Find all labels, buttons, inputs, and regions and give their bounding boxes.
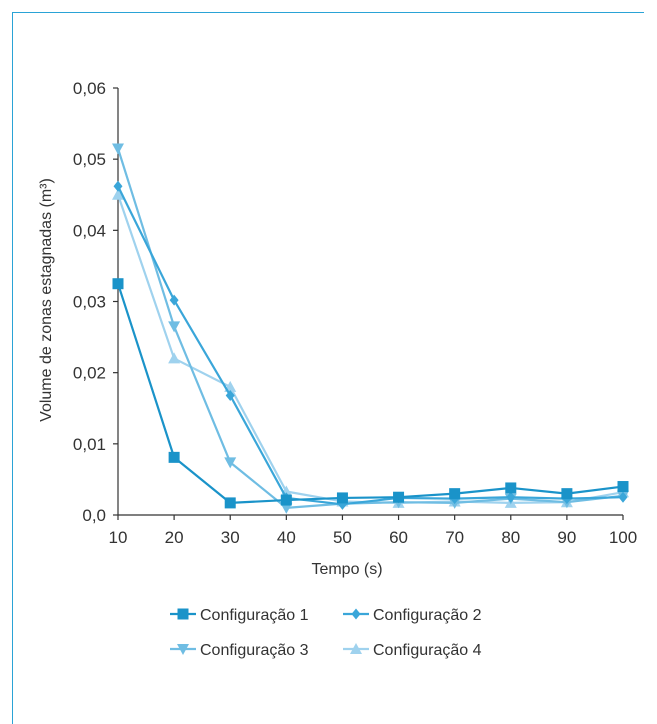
y-tick-label: 0,01: [73, 435, 106, 454]
legend-label: Configuração 4: [373, 642, 482, 659]
x-tick-label: 20: [165, 528, 184, 547]
data-point: [168, 451, 180, 463]
data-point: [112, 278, 124, 290]
data-point: [505, 482, 517, 494]
data-point: [225, 389, 235, 401]
data-point: [280, 502, 293, 514]
data-point: [506, 491, 516, 503]
series-line: [116, 283, 624, 505]
y-tick-label: 0,06: [73, 79, 106, 98]
y-axis-title: Volume de zonas estagnadas (m³): [38, 178, 55, 422]
legend-item: Configuração 4: [343, 642, 482, 659]
series-line: [116, 148, 624, 509]
data-point: [168, 321, 181, 333]
x-tick-label: 50: [333, 528, 352, 547]
chart-frame: [12, 12, 644, 724]
series-2: [113, 180, 628, 510]
y-tick-label: 0,05: [73, 150, 106, 169]
y-tick-label: 0,03: [73, 293, 106, 312]
data-point: [449, 488, 461, 500]
y-tick-label: 0,02: [73, 364, 106, 383]
x-tick-label: 90: [557, 528, 576, 547]
x-tick-label: 30: [221, 528, 240, 547]
legend-marker: [177, 644, 189, 655]
x-axis-title: Tempo (s): [311, 561, 382, 578]
data-point: [113, 180, 123, 192]
data-point: [224, 457, 237, 469]
data-point: [617, 481, 629, 493]
x-tick-label: 10: [109, 528, 128, 547]
legend-item: Configuração 3: [170, 642, 309, 659]
series-4: [112, 188, 629, 508]
data-point: [561, 488, 573, 500]
series-layer: [112, 143, 629, 514]
legend-label: Configuração 3: [200, 642, 309, 659]
series-line: [116, 194, 624, 505]
legend-item: Configuração 2: [343, 607, 482, 624]
series-1: [112, 278, 629, 509]
legend-marker: [350, 643, 362, 654]
legend: Configuração 1 Configuração 2 Configuração…: [170, 607, 482, 659]
data-point: [336, 492, 348, 504]
data-point: [112, 188, 124, 200]
x-tick-label: 100: [609, 528, 637, 547]
axes: 0,0 0,01 0,02 0,03 0,04 0,05 0,06 10 20 30 40 50 60 7…: [73, 79, 637, 547]
legend-item: Configuração 1: [170, 607, 309, 624]
series-3: [112, 143, 629, 514]
legend-marker: [177, 608, 189, 620]
data-point: [224, 497, 236, 509]
x-tick-label: 60: [389, 528, 408, 547]
x-tick-label: 80: [501, 528, 520, 547]
legend-marker: [351, 608, 361, 620]
data-point: [393, 491, 405, 503]
data-point: [280, 494, 292, 506]
data-point: [618, 491, 628, 503]
x-tick-label: 70: [445, 528, 464, 547]
legend-label: Configuração 1: [200, 607, 309, 624]
data-point: [112, 143, 124, 155]
series-line: [117, 185, 624, 506]
data-point: [169, 294, 179, 306]
x-tick-label: 40: [277, 528, 296, 547]
y-tick-label: 0,0: [82, 506, 106, 525]
legend-label: Configuração 2: [373, 607, 482, 624]
data-point: [168, 352, 181, 364]
y-tick-label: 0,04: [73, 221, 106, 240]
